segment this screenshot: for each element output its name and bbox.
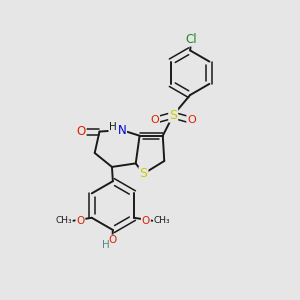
Text: O: O bbox=[150, 115, 159, 125]
Text: Cl: Cl bbox=[185, 33, 197, 46]
Text: N: N bbox=[117, 124, 126, 136]
Text: CH₃: CH₃ bbox=[56, 216, 72, 225]
Text: S: S bbox=[140, 167, 148, 180]
Text: H: H bbox=[109, 122, 117, 131]
Text: O: O bbox=[142, 216, 150, 226]
Text: H: H bbox=[102, 240, 110, 250]
Text: O: O bbox=[76, 125, 86, 138]
Text: O: O bbox=[76, 216, 85, 226]
Text: O: O bbox=[108, 236, 116, 245]
Text: CH₃: CH₃ bbox=[154, 216, 170, 225]
Text: O: O bbox=[187, 115, 196, 125]
Text: S: S bbox=[169, 109, 177, 122]
